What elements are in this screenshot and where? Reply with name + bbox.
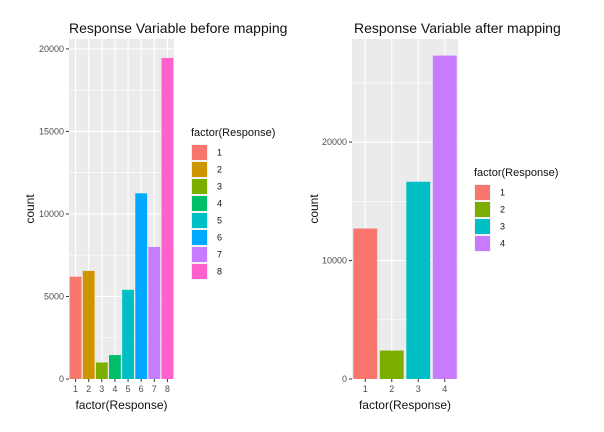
y-tick-label: 5000 (44, 291, 64, 301)
legend-swatch-8 (192, 264, 207, 279)
legend-swatch-7 (192, 247, 207, 262)
bar-1 (69, 276, 82, 379)
legend-label-7: 7 (217, 250, 222, 260)
legend-swatch-1 (192, 145, 207, 160)
y-tick-label: 20000 (39, 44, 64, 54)
legend-label-3: 3 (217, 182, 222, 192)
bar-3 (406, 181, 431, 379)
bar-5 (122, 289, 134, 379)
legend-label-2: 2 (500, 205, 505, 215)
y-tick-label: 0 (342, 374, 347, 384)
y-ticks-before: 0 5000 10000 15000 20000 (39, 44, 69, 384)
legend-label-4: 4 (217, 199, 222, 209)
y-ticks-after: 0 10000 20000 (322, 137, 352, 384)
legend-swatch-4 (192, 196, 207, 211)
y-tick-label: 20000 (322, 137, 347, 147)
y-tick-label: 15000 (39, 126, 64, 136)
legend-swatch-4 (475, 236, 490, 251)
legend-items-after: 1 2 3 4 (474, 184, 505, 252)
x-ticks-after: 1 2 3 4 (363, 379, 447, 394)
legend-after: factor(Response) 1 2 3 4 (474, 167, 558, 252)
chart-title-after: Response Variable after mapping (354, 20, 561, 36)
bar-6 (135, 193, 148, 379)
x-tick-label: 8 (165, 384, 170, 394)
y-tick-label: 10000 (39, 209, 64, 219)
bar-4 (432, 55, 457, 380)
chart-after-mapping: Response Variable after mapping 01000020… (307, 20, 561, 412)
legend-swatch-2 (192, 162, 207, 177)
legend-title-after: factor(Response) (474, 167, 558, 179)
y-axis-title-before: count (23, 194, 37, 224)
legend-label-2: 2 (217, 165, 222, 175)
legend-label-4: 4 (500, 239, 505, 249)
x-tick-label: 3 (99, 384, 104, 394)
legend-before: factor(Response) 1 2 3 4 5 6 7 8 (191, 127, 275, 280)
legend-swatch-5 (192, 213, 207, 228)
bar-7 (148, 246, 161, 379)
legend-label-1: 1 (500, 188, 505, 198)
x-axis-title-before: factor(Response) (75, 398, 167, 412)
legend-label-3: 3 (500, 222, 505, 232)
x-axis-title-after: factor(Response) (359, 398, 451, 412)
legend-swatch-2 (475, 202, 490, 217)
chart-title-before: Response Variable before mapping (69, 20, 287, 36)
legend-label-1: 1 (217, 148, 222, 158)
x-tick-label: 5 (126, 384, 131, 394)
x-tick-label: 3 (416, 384, 421, 394)
x-tick-label: 4 (442, 384, 447, 394)
legend-swatch-1 (475, 185, 490, 200)
bar-2 (379, 350, 404, 379)
x-tick-label: 2 (389, 384, 394, 394)
legend-swatch-6 (192, 230, 207, 245)
x-tick-label: 7 (152, 384, 157, 394)
legend-swatch-3 (192, 179, 207, 194)
y-tick-label: 0 (59, 374, 64, 384)
chart-before-mapping: Response Variable before mapping 0500010… (23, 20, 287, 412)
bars-before (69, 57, 174, 379)
bar-2 (82, 270, 95, 379)
bar-3 (95, 362, 108, 379)
x-tick-label: 4 (112, 384, 117, 394)
legend-label-5: 5 (217, 216, 222, 226)
bars-after (353, 55, 457, 380)
x-tick-label: 1 (363, 384, 368, 394)
x-tick-label: 2 (86, 384, 91, 394)
bar-1 (353, 228, 378, 379)
legend-title-before: factor(Response) (191, 127, 275, 139)
legend-items-before: 1 2 3 4 5 6 7 8 (191, 144, 222, 280)
legend-swatch-3 (475, 219, 490, 234)
bar-4 (109, 355, 121, 379)
x-tick-label: 6 (139, 384, 144, 394)
y-axis-title-after: count (307, 194, 321, 224)
legend-label-8: 8 (217, 267, 222, 277)
bar-8 (161, 57, 174, 379)
x-tick-label: 1 (73, 384, 78, 394)
y-tick-label: 10000 (322, 256, 347, 266)
legend-label-6: 6 (217, 233, 222, 243)
